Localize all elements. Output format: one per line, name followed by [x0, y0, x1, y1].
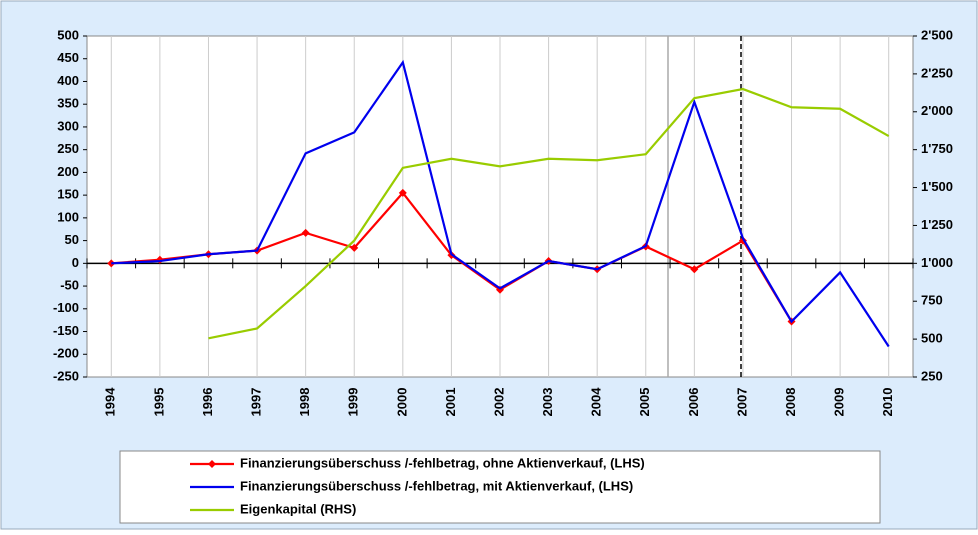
series-line [208, 87, 890, 340]
y2-tick-label: 1'250 [921, 217, 953, 232]
y2-tick-label: 2'500 [921, 27, 953, 42]
x-tick-label: 2001 [443, 388, 458, 417]
y-tick-label: 300 [57, 118, 79, 133]
y2-tick-label: 1'500 [921, 179, 953, 194]
y-tick-label: -50 [60, 278, 79, 293]
x-tick-label: 2005 [637, 388, 652, 417]
y-tick-label: 0 [72, 255, 79, 270]
x-tick-label: 2002 [491, 388, 506, 417]
x-tick-label: 1996 [200, 388, 215, 417]
x-tick-label: 1995 [151, 388, 166, 417]
y2-tick-label: 250 [921, 368, 943, 383]
x-tick-label: 2008 [783, 388, 798, 417]
x-tick-label: 2009 [832, 388, 847, 417]
y2-tick-label: 1'750 [921, 141, 953, 156]
x-tick-label: 2004 [589, 387, 604, 417]
y-tick-label: 350 [57, 96, 79, 111]
y-tick-label: 400 [57, 73, 79, 88]
x-tick-label: 1999 [346, 388, 361, 417]
x-tick-label: 2003 [540, 388, 555, 417]
x-tick-label: 1998 [297, 388, 312, 417]
legend-label: Finanzierungsüberschuss /-fehlbetrag, mi… [240, 478, 633, 493]
y2-tick-label: 2'250 [921, 65, 953, 80]
y-tick-label: -250 [53, 368, 79, 383]
point-marker [690, 265, 699, 274]
x-tick-label: 2006 [686, 388, 701, 417]
y-tick-label: -200 [53, 346, 79, 361]
series-line [111, 59, 890, 348]
legend-label: Finanzierungsüberschuss /-fehlbetrag, oh… [240, 455, 645, 470]
y-tick-label: 200 [57, 164, 79, 179]
y-tick-label: -100 [53, 300, 79, 315]
y-tick-label: 150 [57, 187, 79, 202]
y2-tick-label: 750 [921, 293, 943, 308]
point-marker [398, 188, 407, 197]
x-tick-label: 2007 [734, 388, 749, 417]
y-tick-label: 450 [57, 50, 79, 65]
x-tick-label: 1994 [103, 387, 118, 417]
point-marker [301, 228, 310, 237]
legend-label: Eigenkapital (RHS) [240, 501, 356, 516]
x-tick-label: 1997 [248, 388, 263, 417]
y-tick-label: 250 [57, 141, 79, 156]
legend-marker [208, 460, 216, 468]
y2-tick-label: 2'000 [921, 103, 953, 118]
y-tick-label: 500 [57, 27, 79, 42]
y-tick-label: 100 [57, 209, 79, 224]
y2-tick-label: 1'000 [921, 255, 953, 270]
y2-tick-label: 500 [921, 331, 943, 346]
x-tick-label: 2000 [394, 388, 409, 417]
y-tick-label: -150 [53, 323, 79, 338]
y-tick-label: 50 [65, 232, 79, 247]
point-marker [350, 243, 359, 252]
legend [119, 450, 881, 524]
x-tick-label: 2010 [880, 388, 895, 417]
